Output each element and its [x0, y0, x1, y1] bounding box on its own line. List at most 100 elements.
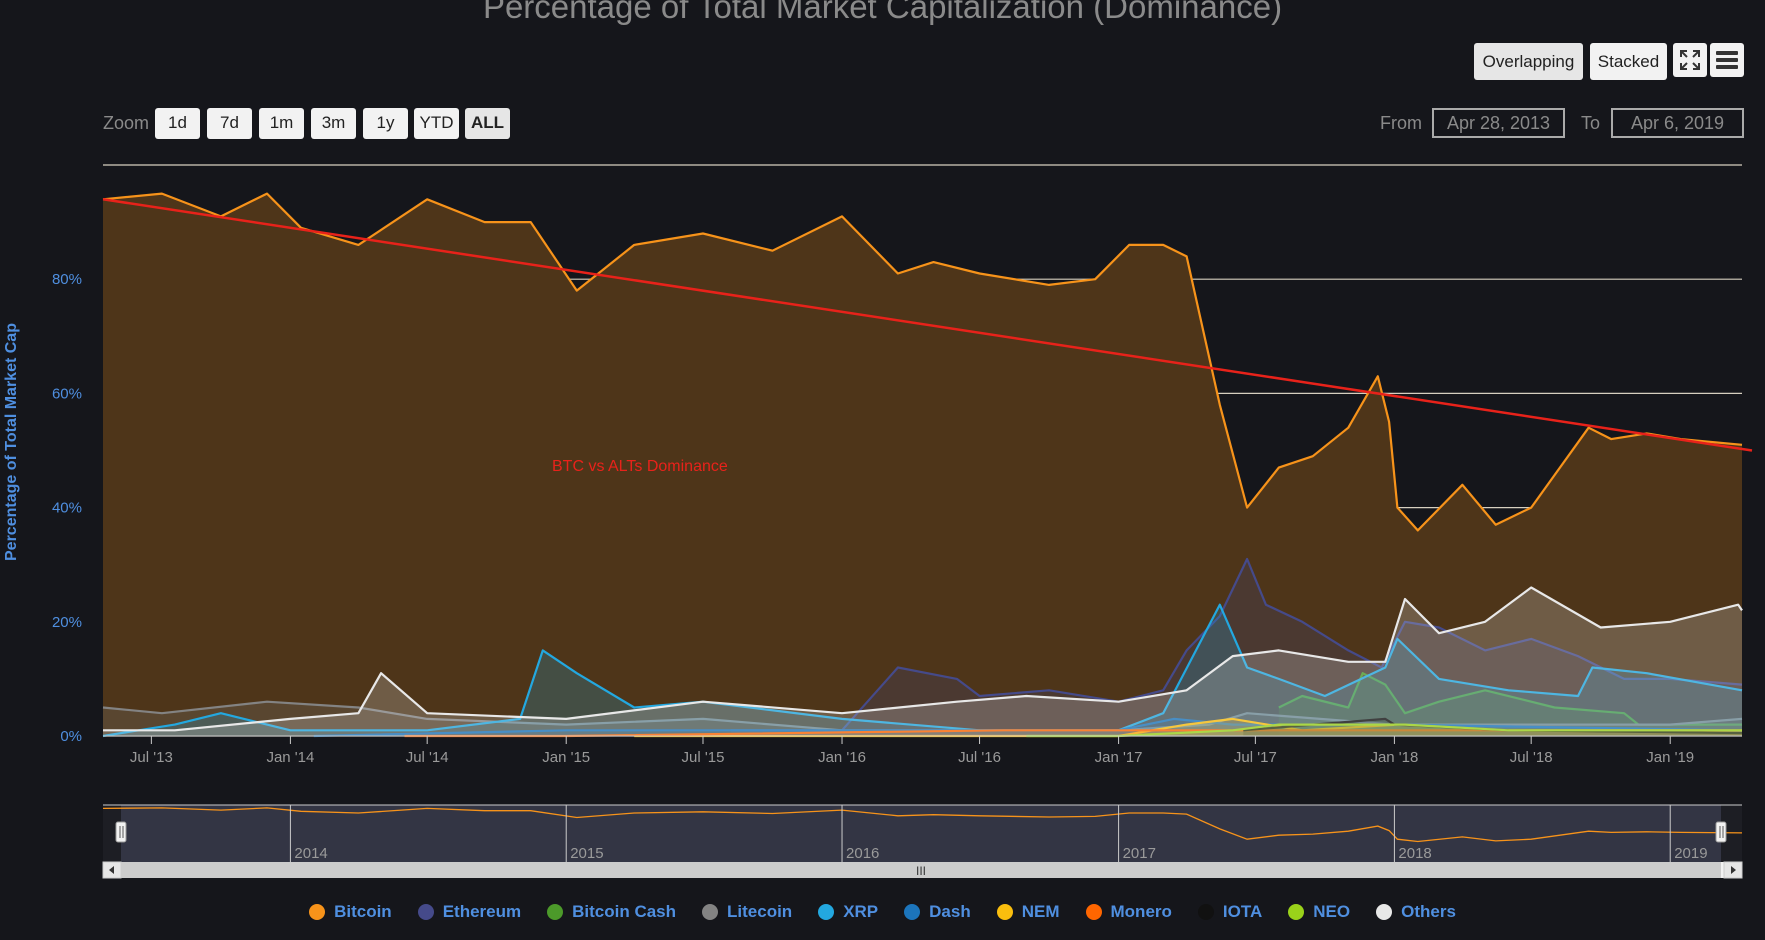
line-bitcoin[interactable] — [102, 192, 1743, 532]
x-tick-label: Jan '17 — [1095, 749, 1143, 766]
legend-marker — [309, 904, 326, 920]
legend-label: Ethereum — [442, 902, 522, 921]
area-bitcoin-cash — [1278, 673, 1742, 736]
to-date-input[interactable]: Apr 6, 2019 — [1611, 108, 1744, 138]
legend-marker — [1376, 904, 1393, 920]
x-tick-label: Jul '17 — [1234, 749, 1277, 766]
legend-label: Bitcoin Cash — [572, 902, 677, 921]
legend-item-bitcoin[interactable]: Bitcoin — [309, 902, 392, 922]
line-xrp[interactable] — [102, 603, 1743, 738]
scroll-left-arrow-icon — [109, 866, 114, 874]
legend-label: XRP — [843, 902, 879, 921]
x-tick-label: Jul '13 — [130, 749, 173, 766]
navigator-year-label: 2016 — [846, 845, 879, 862]
scrollbar-grip: III — [916, 864, 926, 878]
stacked-button[interactable]: Stacked — [1590, 43, 1667, 80]
legend-marker — [904, 904, 921, 920]
overlapping-button[interactable]: Overlapping — [1474, 43, 1583, 80]
x-tick-label: Jan '15 — [542, 749, 590, 766]
legend-item-neo[interactable]: NEO — [1288, 902, 1350, 922]
trendline — [102, 198, 1753, 452]
navigator-year-label: 2019 — [1674, 845, 1707, 862]
y-tick-label: 60% — [52, 385, 82, 402]
navigator-year-label: 2015 — [570, 845, 603, 862]
area-dash — [313, 718, 1742, 736]
hamburger-menu-icon — [1716, 51, 1738, 69]
legend-label: Monero — [1110, 902, 1172, 921]
line-others[interactable] — [103, 586, 1743, 732]
zoom-1y-button[interactable]: 1y — [363, 108, 408, 139]
x-tick-label: Jan '19 — [1646, 749, 1694, 766]
legend-item-litecoin[interactable]: Litecoin — [702, 902, 792, 922]
navigator-handle[interactable] — [1715, 821, 1727, 843]
legend-label: IOTA — [1222, 902, 1263, 921]
from-label: From — [1380, 113, 1422, 133]
fullscreen-button[interactable] — [1673, 43, 1707, 77]
legend-item-others[interactable]: Others — [1376, 902, 1456, 922]
y-tick-label: 20% — [52, 614, 82, 631]
chart-title: Percentage of Total Market Capitalizatio… — [482, 0, 1283, 25]
legend-marker — [1288, 904, 1305, 920]
zoom-ytd-button[interactable]: YTD — [414, 108, 459, 139]
legend-item-iota[interactable]: IOTA — [1197, 902, 1263, 922]
legend-label: Litecoin — [727, 902, 793, 921]
legend-item-nem[interactable]: NEM — [996, 902, 1060, 922]
area-others — [103, 587, 1742, 736]
line-bitcoin-cash[interactable] — [1278, 672, 1742, 726]
axis-layer: 0% 20% 40% 60% 80% Jul '13 Jan '14 Jul '14 Jan '… — [52, 271, 1742, 766]
line-litecoin[interactable] — [102, 700, 1743, 732]
x-tick-label: Jan '16 — [818, 749, 866, 766]
menu-button[interactable] — [1710, 43, 1744, 77]
dominance-chart: BTC vs ALTs Dominance 0% 20% 40% 60% 80% Jul … — [52, 164, 1753, 879]
area-bitcoin — [103, 193, 1742, 737]
navigator-year-label: 2014 — [294, 845, 327, 862]
navigator-series — [102, 807, 1743, 843]
series-layer — [102, 192, 1743, 738]
legend-label: NEO — [1313, 902, 1351, 921]
area-neo — [1026, 724, 1742, 736]
x-tick-label: Jul '15 — [682, 749, 725, 766]
y-tick-label: 40% — [52, 500, 82, 517]
x-tick-label: Jul '16 — [958, 749, 1001, 766]
scroll-right-arrow-icon — [1731, 866, 1736, 874]
legend-label: Bitcoin — [334, 902, 392, 921]
navigator-mask[interactable] — [121, 805, 1721, 862]
area-nem — [634, 718, 1743, 736]
legend-marker — [1085, 904, 1102, 920]
legend-item-ethereum[interactable]: Ethereum — [417, 902, 522, 922]
x-tick-label: Jan '14 — [266, 749, 314, 766]
fullscreen-icon — [1680, 50, 1700, 70]
navigator: 2014 2015 2016 2017 2018 2019 III — [102, 804, 1743, 879]
navigator-handle[interactable] — [115, 821, 127, 843]
from-date-input[interactable]: Apr 28, 2013 — [1432, 108, 1565, 138]
legend-marker — [417, 904, 434, 920]
area-xrp — [103, 604, 1742, 736]
legend-marker — [818, 904, 835, 920]
legend-label: Dash — [929, 902, 971, 921]
zoom-all-button[interactable]: ALL — [465, 108, 510, 139]
y-tick-label: 0% — [60, 728, 82, 745]
legend-marker — [547, 904, 564, 920]
navigator-year-label: 2017 — [1123, 845, 1156, 862]
x-tick-label: Jan '18 — [1370, 749, 1418, 766]
legend-marker — [1197, 904, 1214, 920]
legend-marker — [702, 904, 719, 920]
legend-item-xrp[interactable]: XRP — [818, 902, 878, 922]
zoom-1m-button[interactable]: 1m — [259, 108, 304, 139]
to-label: To — [1581, 113, 1601, 133]
legend-marker — [996, 904, 1013, 920]
y-tick-label: 80% — [52, 271, 82, 288]
navigator-year-label: 2018 — [1398, 845, 1431, 862]
zoom-label: Zoom — [103, 113, 150, 133]
legend-item-bitcoin-cash[interactable]: Bitcoin Cash — [547, 902, 676, 922]
legend-label: Others — [1401, 902, 1456, 921]
x-tick-label: Jul '18 — [1510, 749, 1553, 766]
zoom-3m-button[interactable]: 3m — [311, 108, 356, 139]
zoom-1d-button[interactable]: 1d — [155, 108, 200, 139]
x-tick-label: Jul '14 — [406, 749, 449, 766]
zoom-7d-button[interactable]: 7d — [207, 108, 252, 139]
line-ethereum[interactable] — [730, 557, 1743, 732]
legend-item-dash[interactable]: Dash — [904, 902, 971, 922]
legend-item-monero[interactable]: Monero — [1085, 902, 1172, 922]
scrollbar-thumb[interactable] — [121, 862, 1721, 878]
